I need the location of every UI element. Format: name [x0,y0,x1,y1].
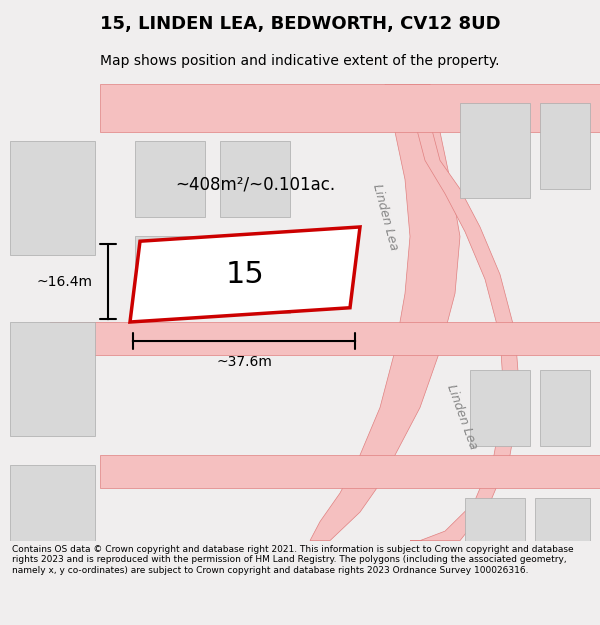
Text: ~37.6m: ~37.6m [216,355,272,369]
Bar [220,141,290,218]
Text: Linden Lea: Linden Lea [444,382,480,451]
Bar [540,369,590,446]
Text: ~16.4m: ~16.4m [37,274,93,289]
Polygon shape [100,84,600,132]
Text: Linden Lea: Linden Lea [370,182,400,252]
Bar [460,103,530,199]
Polygon shape [410,84,520,541]
Bar [10,464,95,541]
Bar [220,236,290,312]
Text: Contains OS data © Crown copyright and database right 2021. This information is : Contains OS data © Crown copyright and d… [12,545,574,574]
Bar [540,103,590,189]
Bar [135,236,205,312]
Polygon shape [310,84,460,541]
Polygon shape [100,455,600,488]
Text: Map shows position and indicative extent of the property.: Map shows position and indicative extent… [100,54,500,68]
Bar [465,498,525,541]
Polygon shape [130,227,360,322]
Text: 15: 15 [226,260,265,289]
Text: 15, LINDEN LEA, BEDWORTH, CV12 8UD: 15, LINDEN LEA, BEDWORTH, CV12 8UD [100,14,500,32]
Bar [10,322,95,436]
Bar [470,369,530,446]
Bar [135,141,205,218]
Bar [535,498,590,541]
Polygon shape [50,322,600,355]
Bar [10,141,95,256]
Text: ~408m²/~0.101ac.: ~408m²/~0.101ac. [175,175,335,193]
